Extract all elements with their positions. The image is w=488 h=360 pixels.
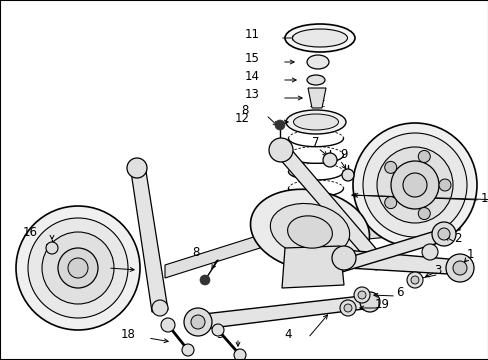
Circle shape: [182, 344, 194, 356]
Circle shape: [42, 232, 114, 304]
Text: 12: 12: [234, 112, 249, 125]
Circle shape: [323, 153, 336, 167]
Circle shape: [339, 300, 355, 316]
Text: 19: 19: [374, 297, 389, 310]
Circle shape: [452, 261, 466, 275]
Polygon shape: [357, 215, 459, 240]
Circle shape: [212, 324, 224, 336]
Circle shape: [359, 292, 379, 312]
Text: 5: 5: [216, 328, 223, 341]
Circle shape: [438, 179, 450, 191]
Text: 6: 6: [395, 285, 403, 298]
Ellipse shape: [293, 114, 338, 130]
Text: 4: 4: [284, 328, 291, 341]
Ellipse shape: [306, 75, 325, 85]
Circle shape: [445, 254, 473, 282]
Circle shape: [58, 248, 98, 288]
Text: 11: 11: [244, 28, 259, 41]
Polygon shape: [345, 250, 464, 275]
Text: 8: 8: [241, 104, 248, 117]
Polygon shape: [271, 148, 389, 270]
Ellipse shape: [270, 203, 349, 257]
Ellipse shape: [292, 29, 347, 47]
Circle shape: [384, 161, 396, 174]
Text: 1: 1: [465, 248, 473, 261]
Text: 18: 18: [121, 328, 135, 341]
Circle shape: [421, 244, 437, 260]
Circle shape: [28, 218, 128, 318]
Polygon shape: [307, 88, 325, 108]
Circle shape: [362, 133, 466, 237]
Text: 17: 17: [81, 258, 95, 271]
Polygon shape: [164, 235, 260, 278]
Circle shape: [384, 197, 396, 209]
Circle shape: [268, 138, 292, 162]
Circle shape: [152, 300, 168, 316]
Polygon shape: [130, 165, 168, 312]
Circle shape: [191, 315, 204, 329]
Ellipse shape: [285, 24, 354, 52]
Text: 7: 7: [312, 135, 319, 148]
Text: 14: 14: [244, 69, 259, 82]
Circle shape: [289, 273, 299, 283]
Circle shape: [343, 304, 351, 312]
Circle shape: [417, 207, 429, 220]
Ellipse shape: [306, 55, 328, 69]
Circle shape: [376, 147, 452, 223]
Circle shape: [402, 173, 426, 197]
Circle shape: [331, 246, 355, 270]
Circle shape: [68, 258, 88, 278]
Text: 15: 15: [244, 51, 259, 64]
Circle shape: [274, 120, 285, 130]
Polygon shape: [195, 295, 371, 330]
Ellipse shape: [285, 110, 346, 134]
Text: 3: 3: [433, 264, 441, 276]
Circle shape: [325, 271, 334, 281]
Circle shape: [390, 161, 438, 209]
Circle shape: [127, 158, 147, 178]
Circle shape: [352, 123, 476, 247]
Circle shape: [341, 169, 353, 181]
Circle shape: [234, 349, 245, 360]
Circle shape: [200, 275, 209, 285]
Text: 10: 10: [480, 192, 488, 204]
Circle shape: [357, 291, 365, 299]
Polygon shape: [282, 246, 343, 288]
Circle shape: [161, 318, 175, 332]
Circle shape: [183, 308, 212, 336]
Circle shape: [437, 228, 449, 240]
Circle shape: [46, 242, 58, 254]
Ellipse shape: [287, 216, 332, 248]
Text: 9: 9: [340, 148, 347, 161]
Circle shape: [16, 206, 140, 330]
Circle shape: [417, 150, 429, 162]
Circle shape: [406, 272, 422, 288]
Text: 8: 8: [192, 247, 199, 260]
Circle shape: [353, 287, 369, 303]
Text: 13: 13: [244, 87, 259, 100]
Ellipse shape: [250, 189, 369, 271]
Circle shape: [410, 276, 418, 284]
Circle shape: [431, 222, 455, 246]
Polygon shape: [339, 228, 447, 272]
Text: 2: 2: [453, 231, 461, 244]
Text: 16: 16: [22, 225, 38, 238]
